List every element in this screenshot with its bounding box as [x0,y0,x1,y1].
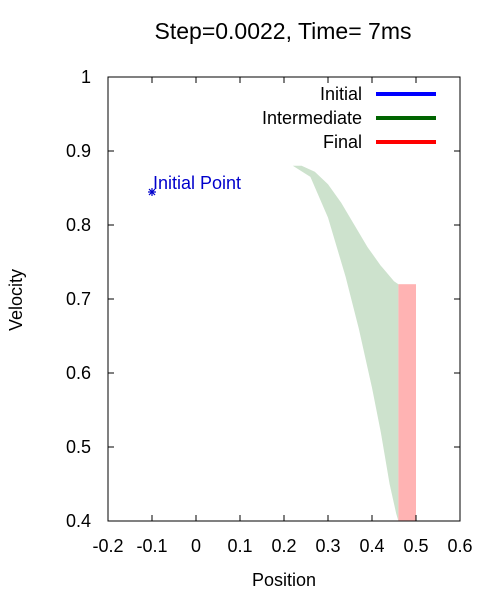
x-tick-label: 0.6 [447,536,472,556]
x-tick-label: 0.4 [359,536,384,556]
y-tick-label: 0.7 [66,289,91,309]
x-tick-label: 0.1 [227,536,252,556]
y-tick-label: 0.9 [66,141,91,161]
legend: Initial Intermediate Final [262,84,436,152]
chart-title: Step=0.0022, Time= 7ms [155,18,412,44]
x-tick-label: 0.3 [315,536,340,556]
y-tick-label: 0.8 [66,215,91,235]
initial-point-label: Initial Point [153,173,241,193]
legend-label: Intermediate [262,108,362,128]
x-tick-label: -0.1 [136,536,167,556]
x-tick-label: 0 [191,536,201,556]
intermediate-region [292,165,399,522]
legend-label: Initial [320,84,362,104]
y-tick-label: 0.6 [66,363,91,383]
x-tick-label: 0.2 [271,536,296,556]
y-tick-label: 0.5 [66,437,91,457]
y-axis-label: Velocity [6,269,26,331]
final-region [398,284,416,521]
y-tick-label: 0.4 [66,511,91,531]
initial-point-marker [148,188,156,196]
x-axis-label: Position [252,570,316,590]
x-tick-label: 0.5 [403,536,428,556]
x-tick-label: -0.2 [92,536,123,556]
y-tick-label: 1 [81,67,91,87]
legend-label: Final [323,132,362,152]
